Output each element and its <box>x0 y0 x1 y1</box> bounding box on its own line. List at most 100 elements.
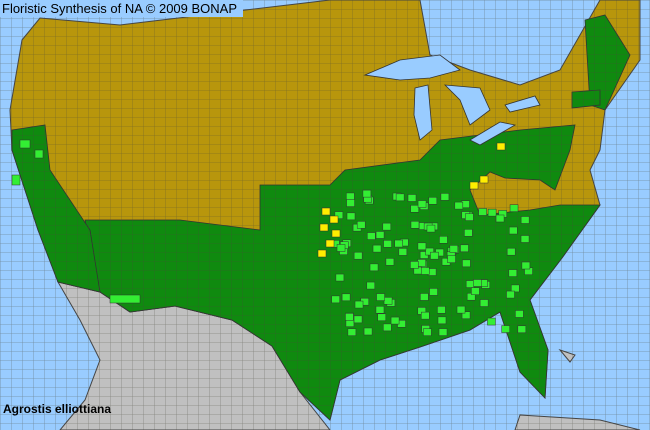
bright-green-county <box>345 319 355 327</box>
bright-green-county <box>487 317 496 326</box>
bright-green-county <box>356 221 366 229</box>
bright-green-county <box>462 259 471 268</box>
bright-green-county <box>420 293 429 301</box>
bright-green-county <box>506 247 516 256</box>
bright-green-county <box>456 305 466 314</box>
bright-green-county <box>478 208 487 216</box>
bright-green-county <box>398 248 408 256</box>
bright-green-county <box>345 313 354 321</box>
bright-green-county <box>383 323 392 332</box>
bright-green-county <box>495 214 505 223</box>
bright-green-county <box>501 325 510 333</box>
bright-green-county <box>372 244 382 253</box>
lake-erie <box>469 121 517 146</box>
bright-green-county <box>487 208 497 217</box>
bright-green-county <box>506 290 515 299</box>
bright-green-county <box>390 316 400 325</box>
bright-green-county <box>423 328 432 336</box>
bright-green-county <box>363 327 373 336</box>
bright-green-county <box>509 204 519 212</box>
yellow-county <box>469 181 479 190</box>
bright-green-county <box>439 236 448 244</box>
bright-green-county <box>437 316 447 325</box>
bright-green-county <box>375 306 385 314</box>
yellow-county <box>317 249 327 258</box>
bright-green-county <box>385 258 395 266</box>
bright-green-county <box>447 255 456 263</box>
bright-green-county <box>407 194 417 202</box>
bright-green-county <box>473 279 482 287</box>
bright-green-county <box>465 280 475 288</box>
bright-green-county <box>346 192 355 201</box>
bright-green-county <box>362 189 372 198</box>
bright-green-county <box>454 201 464 210</box>
bright-green-county <box>341 293 351 302</box>
bright-green-county <box>438 328 448 336</box>
lake-superior <box>363 54 461 81</box>
bright-green-county <box>465 213 474 221</box>
bright-green-county <box>417 259 426 267</box>
bright-green-county <box>461 311 471 319</box>
bright-green-county <box>449 245 459 253</box>
lake-ontario <box>504 95 541 113</box>
bright-green-county <box>331 295 340 304</box>
yellow-county <box>329 215 339 224</box>
bright-green-county <box>377 313 386 322</box>
bright-green-county <box>417 200 427 208</box>
bright-green-county <box>34 149 44 159</box>
bright-green-county <box>366 281 376 290</box>
bright-green-county <box>471 287 480 295</box>
bright-green-county <box>520 216 530 224</box>
bright-green-county <box>334 211 344 219</box>
bright-green-county <box>426 224 436 233</box>
lake-huron <box>443 84 491 126</box>
bright-green-county <box>353 251 363 260</box>
bright-green-county <box>347 328 357 336</box>
bright-green-county <box>376 293 385 301</box>
bright-green-county <box>520 235 530 243</box>
yellow-county <box>479 175 489 184</box>
yellow-county <box>321 207 331 216</box>
bright-green-county <box>421 311 430 320</box>
bright-green-county <box>410 261 419 269</box>
yellow-county <box>496 142 506 151</box>
bright-green-county <box>394 239 403 248</box>
bright-green-county <box>353 315 363 324</box>
bright-green-county <box>509 226 518 235</box>
map-title: Floristic Synthesis of NA © 2009 BONAP <box>0 0 244 17</box>
yellow-county <box>331 229 341 238</box>
bright-green-county <box>375 231 385 239</box>
bright-green-county <box>429 288 438 296</box>
bright-green-county <box>410 205 419 213</box>
bright-green-county <box>521 261 531 270</box>
species-name: Agrostis elliottiana <box>3 402 112 416</box>
bright-green-county <box>11 174 21 186</box>
bright-green-county <box>395 193 405 202</box>
bright-green-county <box>464 229 473 237</box>
bright-green-county <box>460 244 469 253</box>
bright-green-county <box>410 221 420 229</box>
bright-green-county <box>417 242 427 251</box>
bright-green-county <box>430 251 439 260</box>
bright-green-county <box>428 197 438 205</box>
bright-green-county <box>19 139 31 149</box>
bright-green-county <box>369 263 379 272</box>
bright-green-county <box>517 325 527 334</box>
bright-green-county <box>511 284 520 293</box>
bright-green-county <box>425 247 434 256</box>
bright-green-county <box>383 240 392 248</box>
bright-green-county <box>437 306 446 314</box>
bright-green-county <box>367 232 376 240</box>
yellow-county <box>325 239 335 248</box>
bright-green-county <box>515 310 524 318</box>
bright-green-county <box>109 294 141 304</box>
bright-green-county <box>479 299 489 307</box>
bright-green-county <box>383 297 393 305</box>
bright-green-county <box>335 273 345 282</box>
lake-michigan <box>413 84 433 141</box>
yellow-county <box>319 223 329 232</box>
bright-green-county <box>440 193 450 201</box>
bright-green-county <box>346 212 356 221</box>
bright-green-county <box>336 244 346 252</box>
